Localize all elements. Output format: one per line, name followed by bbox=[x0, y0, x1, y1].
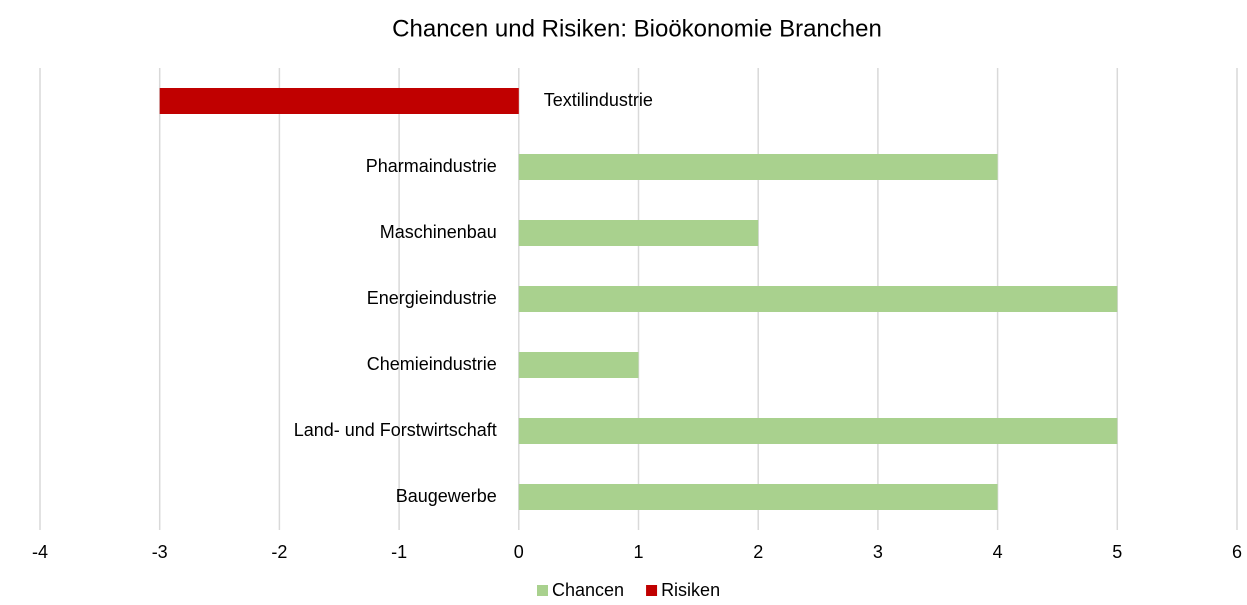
legend-swatch bbox=[537, 585, 548, 596]
bar bbox=[518, 286, 1118, 312]
bar bbox=[518, 418, 1118, 444]
bar bbox=[518, 220, 759, 246]
x-tick-label: 6 bbox=[1232, 542, 1242, 562]
bar bbox=[518, 484, 998, 510]
x-tick-label: -1 bbox=[391, 542, 407, 562]
y-category-label: Maschinenbau bbox=[380, 222, 497, 242]
x-tick-label: -4 bbox=[32, 542, 48, 562]
x-tick-label: 3 bbox=[873, 542, 883, 562]
y-category-label: Energieindustrie bbox=[367, 288, 497, 308]
y-category-label: Baugewerbe bbox=[396, 486, 497, 506]
legend-label: Chancen bbox=[552, 580, 624, 600]
x-tick-label: 2 bbox=[753, 542, 763, 562]
x-tick-label: 0 bbox=[514, 542, 524, 562]
bar bbox=[159, 88, 519, 114]
x-tick-label: 1 bbox=[633, 542, 643, 562]
x-tick-label: 4 bbox=[993, 542, 1003, 562]
x-tick-label: -2 bbox=[271, 542, 287, 562]
legend-label: Risiken bbox=[661, 580, 720, 600]
x-tick-label: -3 bbox=[152, 542, 168, 562]
y-category-label: Pharmaindustrie bbox=[366, 156, 497, 176]
bar bbox=[518, 352, 639, 378]
legend-swatch bbox=[646, 585, 658, 596]
chart-title: Chancen und Risiken: Bioökonomie Branche… bbox=[392, 15, 882, 42]
y-category-label: Chemieindustrie bbox=[367, 354, 497, 374]
y-category-label: Textilindustrie bbox=[544, 90, 653, 110]
y-category-label: Land- und Forstwirtschaft bbox=[294, 420, 497, 440]
bar bbox=[518, 154, 998, 180]
x-tick-label: 5 bbox=[1112, 542, 1122, 562]
